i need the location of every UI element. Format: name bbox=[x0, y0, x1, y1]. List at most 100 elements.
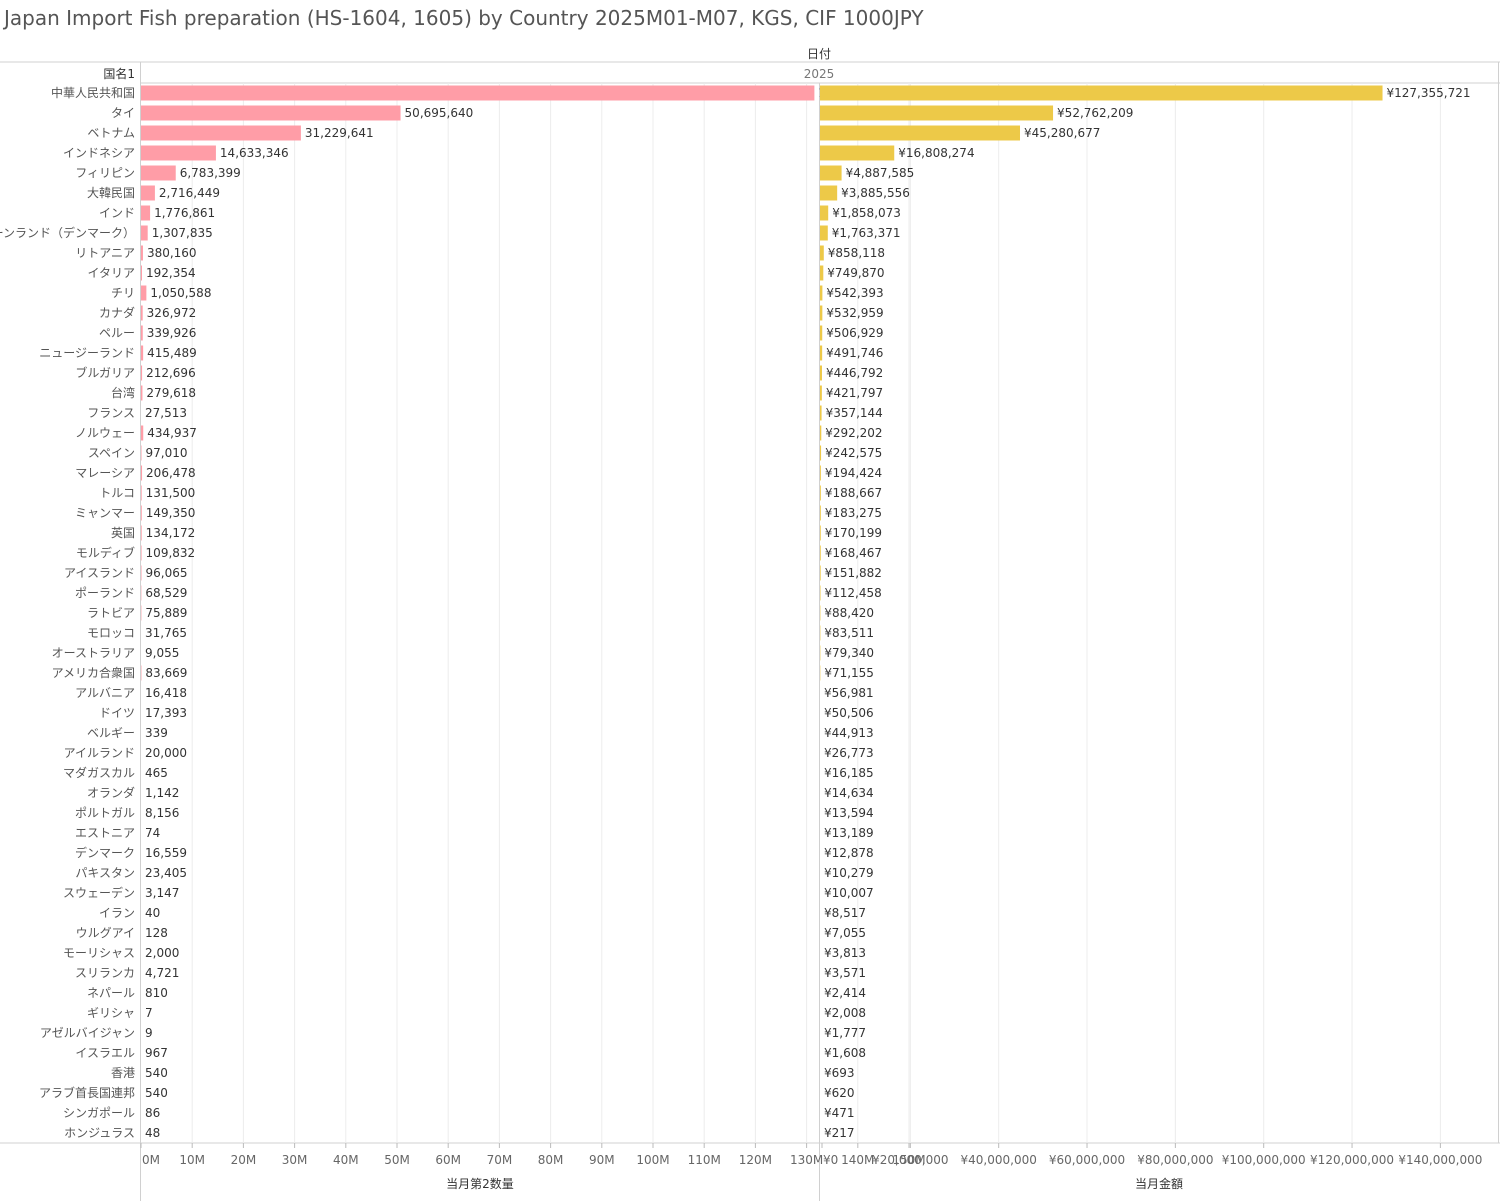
row-label: チリ bbox=[111, 286, 135, 300]
bar-value-label: 206,478 bbox=[146, 466, 196, 480]
bar-value-label: 86 bbox=[145, 1106, 160, 1120]
bar-value-label: 1,776,861 bbox=[154, 206, 215, 220]
bar bbox=[141, 345, 144, 361]
bar bbox=[141, 525, 142, 541]
bar-value-label: ¥3,813 bbox=[824, 946, 866, 960]
bar-value-label: 540 bbox=[145, 1086, 168, 1100]
row-label: アイスランド bbox=[64, 566, 135, 580]
bar-value-label: ¥217 bbox=[824, 1126, 855, 1140]
x-axis-label: 当月第2数量 bbox=[446, 1176, 514, 1191]
bar-value-label: ¥16,185 bbox=[824, 766, 874, 780]
x-tick-label: 70M bbox=[487, 1153, 513, 1167]
bar bbox=[141, 285, 147, 301]
bar-value-label: 20,000 bbox=[145, 746, 187, 760]
bar-value-label: ¥1,777 bbox=[824, 1026, 866, 1040]
bar-value-label: ¥2,008 bbox=[824, 1006, 866, 1020]
bar bbox=[820, 485, 821, 501]
bar bbox=[141, 225, 148, 241]
x-tick-label: 0M bbox=[142, 1153, 160, 1167]
bar-value-label: ¥194,424 bbox=[825, 466, 882, 480]
row-label: アメリカ合衆国 bbox=[52, 665, 135, 680]
row-label: ミャンマー bbox=[75, 506, 135, 520]
bar-value-label: 212,696 bbox=[146, 366, 196, 380]
bar-value-label: 96,065 bbox=[145, 566, 187, 580]
bar bbox=[820, 265, 824, 281]
bar-value-label: 465 bbox=[145, 766, 168, 780]
bar-value-label: 149,350 bbox=[146, 506, 196, 520]
row-label: アラブ首長国連邦 bbox=[39, 1085, 135, 1100]
row-label: ベルギー bbox=[87, 726, 135, 740]
bar bbox=[141, 365, 143, 381]
bar-value-label: 6,783,399 bbox=[180, 166, 241, 180]
x-tick-label: 120M bbox=[739, 1153, 772, 1167]
bar-value-label: ¥3,571 bbox=[824, 966, 866, 980]
bar-value-label: 1,050,588 bbox=[150, 286, 211, 300]
row-label: ネパール bbox=[87, 986, 135, 1000]
bar-value-label: ¥183,275 bbox=[825, 506, 882, 520]
bar bbox=[820, 325, 823, 341]
bar-value-label: 48 bbox=[145, 1126, 160, 1140]
row-label: インドネシア bbox=[63, 146, 135, 160]
bar bbox=[820, 165, 842, 181]
bar-value-label: 7 bbox=[145, 1006, 153, 1020]
bar-value-label: ¥151,882 bbox=[825, 566, 882, 580]
x-tick-label: ¥20,000,000 bbox=[872, 1153, 948, 1167]
row-label: ノルウェー bbox=[75, 426, 135, 440]
bar-value-label: 9,055 bbox=[145, 646, 179, 660]
bar-value-label: 16,418 bbox=[145, 686, 187, 700]
bar bbox=[820, 425, 822, 441]
bar-value-label: ¥693 bbox=[824, 1066, 855, 1080]
bar-value-label: ¥13,189 bbox=[824, 826, 874, 840]
row-label: ラトビア bbox=[87, 606, 135, 620]
bar bbox=[141, 125, 301, 141]
bar-value-label: ¥357,144 bbox=[826, 406, 883, 420]
row-label: アルバニア bbox=[75, 686, 135, 700]
bar bbox=[820, 545, 821, 561]
x-tick-label: 140M bbox=[841, 1153, 874, 1167]
row-label: 大韓民国 bbox=[87, 186, 135, 200]
row-label: トルコ bbox=[99, 486, 135, 500]
bar-value-label: 3,147 bbox=[145, 886, 179, 900]
bar bbox=[820, 145, 895, 161]
bar bbox=[820, 285, 823, 301]
row-label: ギリシャ bbox=[87, 1006, 135, 1020]
row-label: デンマーク bbox=[75, 845, 135, 860]
x-tick-label: ¥120,000,000 bbox=[1310, 1153, 1394, 1167]
row-label: ウルグアイ bbox=[76, 926, 135, 940]
bar bbox=[820, 465, 821, 481]
row-header: 国名1 bbox=[103, 66, 135, 81]
bar-value-label: ¥56,981 bbox=[824, 686, 874, 700]
row-label: エストニア bbox=[75, 826, 135, 840]
bar bbox=[141, 145, 216, 161]
bar bbox=[820, 125, 1021, 141]
bar bbox=[141, 425, 144, 441]
bar bbox=[820, 345, 823, 361]
bar-value-label: 380,160 bbox=[147, 246, 197, 260]
bar-value-label: 4,721 bbox=[145, 966, 179, 980]
bar-value-label: 74 bbox=[145, 826, 160, 840]
bar-value-label: 339,926 bbox=[147, 326, 197, 340]
bar-value-label: 810 bbox=[145, 986, 168, 1000]
row-label: 香港 bbox=[111, 1066, 135, 1080]
bar-value-label: 109,832 bbox=[146, 546, 196, 560]
bar bbox=[141, 185, 155, 201]
x-tick-label: 110M bbox=[688, 1153, 721, 1167]
bar bbox=[141, 385, 143, 401]
bar-value-label: 131,500 bbox=[146, 486, 196, 500]
bar-value-label: ¥127,355,721 bbox=[1387, 86, 1471, 100]
bar bbox=[820, 245, 824, 261]
row-label: イタリア bbox=[87, 266, 135, 280]
bar-value-label: ¥170,199 bbox=[825, 526, 882, 540]
x-tick-label: ¥80,000,000 bbox=[1137, 1153, 1213, 1167]
bar-value-label: 17,393 bbox=[145, 706, 187, 720]
bar-value-label: 68,529 bbox=[145, 586, 187, 600]
x-tick-label: 90M bbox=[589, 1153, 615, 1167]
row-label: 台湾 bbox=[111, 385, 135, 400]
x-tick-label: ¥100,000,000 bbox=[1222, 1153, 1306, 1167]
bar-value-label: ¥52,762,209 bbox=[1057, 106, 1133, 120]
bar-value-label: 16,559 bbox=[145, 846, 187, 860]
bar bbox=[141, 105, 401, 121]
x-tick-label: 60M bbox=[435, 1153, 461, 1167]
bar bbox=[141, 305, 143, 321]
bar-value-label: ¥168,467 bbox=[825, 546, 882, 560]
